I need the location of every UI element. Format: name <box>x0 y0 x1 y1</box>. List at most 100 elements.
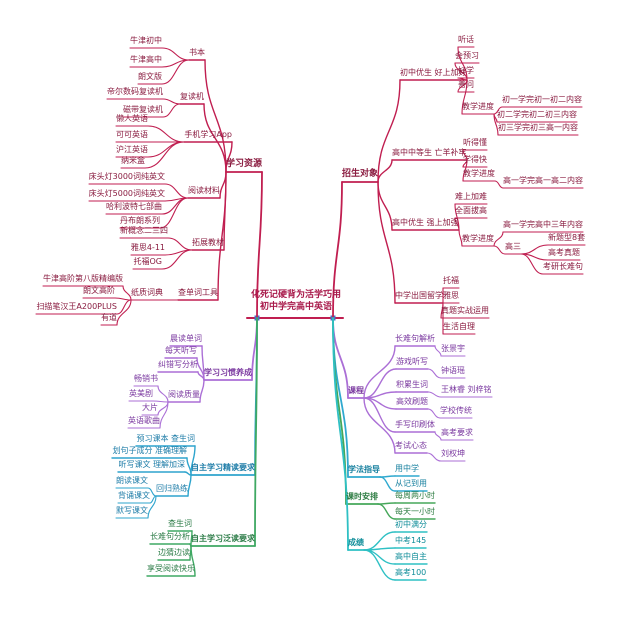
mindmap-node-29[interactable]: 学习习惯养成 <box>204 368 252 377</box>
mindmap-node-24[interactable]: 纸质词典 <box>131 288 163 297</box>
mindmap-node-2[interactable]: 书本 <box>189 48 205 57</box>
mindmap-node-5[interactable]: 朗文版 <box>138 72 162 81</box>
mindmap-node-42[interactable]: 回归熟练 <box>156 484 188 493</box>
mindmap-node-32[interactable]: 纠错写分析 <box>158 360 198 369</box>
mindmap-node-102[interactable]: 高中自主 <box>395 552 427 561</box>
mindmap-node-38[interactable]: 自主学习精读要求 <box>191 463 255 472</box>
mindmap-node-61[interactable]: 高中中等生 亡羊补牢 <box>392 148 467 157</box>
mindmap-node-60[interactable]: 初三学完初三高一内容 <box>498 123 578 132</box>
mindmap-node-96[interactable]: 课时安排 <box>346 492 378 501</box>
mindmap-node-59[interactable]: 初二学完初二初三内容 <box>497 110 577 119</box>
mindmap-node-41[interactable]: 听写课文 理解加深 <box>118 460 185 469</box>
mindmap-node-68[interactable]: 全面拔高 <box>455 206 487 215</box>
mindmap-node-70[interactable]: 高一学完高中三年内容 <box>503 220 583 229</box>
mindmap-node-54[interactable]: 会预习 <box>455 51 479 60</box>
mindmap-node-86[interactable]: 王林睿 刘梓铭 <box>441 385 492 394</box>
mindmap-node-78[interactable]: 真题实战运用 <box>441 306 489 315</box>
mindmap-node-98[interactable]: 每天一小时 <box>395 507 435 516</box>
mindmap-node-97[interactable]: 每周两小时 <box>395 491 435 500</box>
mindmap-node-52[interactable]: 初中优生 好上加好 <box>400 68 467 77</box>
mindmap-node-94[interactable]: 用中学 <box>395 464 419 473</box>
mindmap-node-36[interactable]: 大片 <box>142 403 158 412</box>
mindmap-root-node[interactable]: 化死记硬背为活学巧用 初中学完高中英语 <box>240 289 352 313</box>
mindmap-node-19[interactable]: 拓展教材 <box>192 238 224 247</box>
mindmap-node-33[interactable]: 阅读质量 <box>168 390 200 399</box>
mindmap-node-65[interactable]: 高一学完高一高二内容 <box>503 176 583 185</box>
mindmap-node-25[interactable]: 牛津高阶第八版精编版 <box>43 274 123 283</box>
mindmap-node-101[interactable]: 中考145 <box>395 536 427 545</box>
mindmap-node-13[interactable]: 纳米盒 <box>121 156 145 165</box>
mindmap-node-22[interactable]: 托福OG <box>133 257 163 266</box>
mindmap-node-6[interactable]: 复读机 <box>180 92 204 101</box>
mindmap-node-66[interactable]: 高中优生 强上加强 <box>392 218 459 227</box>
mindmap-node-47[interactable]: 查生词 <box>168 519 192 528</box>
mindmap-node-75[interactable]: 中学出国留学 <box>395 291 443 300</box>
mindmap-node-51[interactable]: 招生对象 <box>342 169 379 179</box>
mindmap-node-49[interactable]: 边猜边读 <box>158 548 190 557</box>
mindmap-node-87[interactable]: 高效刷题 <box>396 397 428 406</box>
mindmap-node-79[interactable]: 生活自理 <box>443 322 475 331</box>
mindmap-node-73[interactable]: 高考真题 <box>548 248 580 257</box>
mindmap-node-31[interactable]: 每天听写 <box>165 346 197 355</box>
mindmap-node-45[interactable]: 默写课文 <box>116 506 148 515</box>
mindmap-node-23[interactable]: 查单词工具 <box>178 288 218 297</box>
mindmap-node-40[interactable]: 划句子成分 准确理解 <box>112 446 187 455</box>
mindmap-node-39[interactable]: 预习课本 查生词 <box>136 434 195 443</box>
mindmap-node-88[interactable]: 学校传统 <box>440 406 472 415</box>
mindmap-node-71[interactable]: 高三 <box>505 242 521 251</box>
mindmap-node-58[interactable]: 初一学完初一初二内容 <box>502 95 582 104</box>
mindmap-node-64[interactable]: 教学进度 <box>463 169 495 178</box>
mindmap-node-63[interactable]: 学得快 <box>463 155 487 164</box>
mindmap-node-74[interactable]: 考研长难句 <box>543 262 583 271</box>
mindmap-node-81[interactable]: 长难句解析 <box>395 334 435 343</box>
mindmap-node-11[interactable]: 可可英语 <box>116 130 148 139</box>
mindmap-node-91[interactable]: 考试心态 <box>395 441 427 450</box>
mindmap-node-48[interactable]: 长难句分析 <box>150 532 190 541</box>
mindmap-node-55[interactable]: 好学 <box>458 66 474 75</box>
mindmap-node-27[interactable]: 扫描笔汉王A200PLUS <box>36 302 117 311</box>
mindmap-node-16[interactable]: 床头灯5000词纯英文 <box>88 189 165 198</box>
mindmap-node-57[interactable]: 教学进度 <box>462 102 494 111</box>
mindmap-node-1[interactable]: 学习资源 <box>225 159 262 169</box>
mindmap-node-12[interactable]: 沪江英语 <box>116 145 148 154</box>
mindmap-node-95[interactable]: 从记到用 <box>395 479 427 488</box>
mindmap-node-93[interactable]: 学法指导 <box>348 465 380 474</box>
mindmap-node-89[interactable]: 手写印刷体 <box>395 420 435 429</box>
mindmap-node-99[interactable]: 成绩 <box>348 538 364 547</box>
mindmap-node-50[interactable]: 享受阅读快乐 <box>147 564 195 573</box>
mindmap-node-20[interactable]: 新概念二三四 <box>120 226 168 235</box>
mindmap-node-46[interactable]: 自主学习泛读要求 <box>191 534 255 543</box>
mindmap-node-30[interactable]: 晨读单词 <box>170 334 202 343</box>
mindmap-node-80[interactable]: 课程 <box>348 386 364 395</box>
mindmap-node-15[interactable]: 床头灯3000词纯英文 <box>88 172 165 181</box>
mindmap-node-9[interactable]: 手机学习App <box>184 130 232 139</box>
mindmap-node-34[interactable]: 畅销书 <box>134 374 158 383</box>
mindmap-node-7[interactable]: 帝尔数码复读机 <box>107 87 163 96</box>
mindmap-node-10[interactable]: 懒人英语 <box>116 114 148 123</box>
mindmap-node-77[interactable]: 雅思 <box>443 291 459 300</box>
mindmap-node-53[interactable]: 听话 <box>458 35 474 44</box>
mindmap-node-35[interactable]: 英美剧 <box>129 389 153 398</box>
mindmap-node-56[interactable]: 善问 <box>458 80 474 89</box>
mindmap-node-69[interactable]: 教学进度 <box>462 234 494 243</box>
mindmap-node-3[interactable]: 牛津初中 <box>130 36 162 45</box>
mindmap-node-85[interactable]: 积累生词 <box>396 380 428 389</box>
mindmap-node-8[interactable]: 磁带复读机 <box>123 105 163 114</box>
mindmap-node-4[interactable]: 牛津高中 <box>130 55 162 64</box>
mindmap-node-62[interactable]: 听得懂 <box>463 138 487 147</box>
mindmap-node-18[interactable]: 丹布朗系列 <box>120 216 160 225</box>
mindmap-node-76[interactable]: 托福 <box>443 276 459 285</box>
mindmap-node-82[interactable]: 张景宇 <box>441 344 465 353</box>
mindmap-node-100[interactable]: 初中满分 <box>395 520 427 529</box>
mindmap-node-28[interactable]: 有道 <box>101 313 117 322</box>
mindmap-node-26[interactable]: 朗文高阶 <box>83 286 115 295</box>
mindmap-node-44[interactable]: 背诵课文 <box>118 491 150 500</box>
mindmap-node-21[interactable]: 雅思4-11 <box>130 243 165 252</box>
mindmap-node-67[interactable]: 难上加难 <box>455 192 487 201</box>
mindmap-node-92[interactable]: 刘权坤 <box>441 449 465 458</box>
mindmap-node-90[interactable]: 高考要求 <box>441 428 473 437</box>
mindmap-node-37[interactable]: 英语歌曲 <box>128 416 160 425</box>
mindmap-node-103[interactable]: 高考100 <box>395 568 427 577</box>
mindmap-node-43[interactable]: 朗读课文 <box>116 476 148 485</box>
mindmap-node-14[interactable]: 阅读材料 <box>188 186 220 195</box>
